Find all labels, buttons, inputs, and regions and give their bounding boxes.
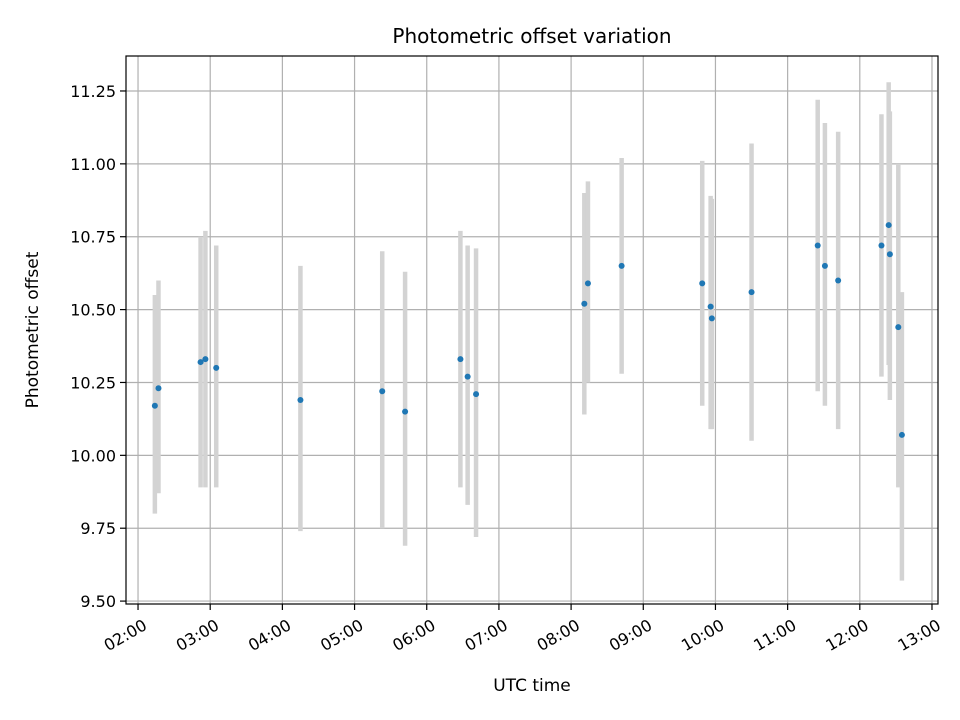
data-point — [584, 280, 591, 287]
x-axis-label: UTC time — [493, 676, 571, 696]
grid — [126, 56, 938, 604]
data-point — [814, 242, 821, 249]
data-point — [202, 356, 209, 363]
data-point — [821, 262, 828, 269]
y-tick-label: 11.25 — [70, 82, 116, 101]
y-tick-label: 9.50 — [80, 592, 116, 611]
data-point — [748, 289, 755, 296]
data-point — [457, 356, 464, 363]
data-point — [707, 303, 714, 310]
data-point — [197, 359, 204, 366]
data-point — [699, 280, 706, 287]
data-point — [885, 222, 892, 229]
chart-title: Photometric offset variation — [392, 24, 671, 48]
y-tick-label: 10.75 — [70, 228, 116, 247]
data-point — [155, 385, 162, 392]
data-point — [464, 373, 471, 380]
data-point — [297, 396, 304, 403]
data-point — [473, 391, 480, 398]
data-point — [151, 402, 158, 409]
data-point — [618, 262, 625, 269]
plot-frame — [125, 55, 939, 605]
data-point — [895, 324, 902, 331]
data-point — [379, 388, 386, 395]
data-point — [878, 242, 885, 249]
y-axis-label: Photometric offset — [23, 251, 43, 408]
data-point — [213, 364, 220, 371]
data-point — [402, 408, 409, 415]
y-tick-label: 9.75 — [80, 519, 116, 538]
y-tick-label: 11.00 — [70, 155, 116, 174]
y-tick-label: 10.50 — [70, 301, 116, 320]
data-points — [151, 222, 905, 438]
data-point — [886, 251, 893, 258]
data-point — [708, 315, 715, 322]
y-tick-label: 10.25 — [70, 373, 116, 392]
data-point — [898, 431, 905, 438]
y-tick-label: 10.00 — [70, 446, 116, 465]
data-point — [835, 277, 842, 284]
data-point — [581, 300, 588, 307]
